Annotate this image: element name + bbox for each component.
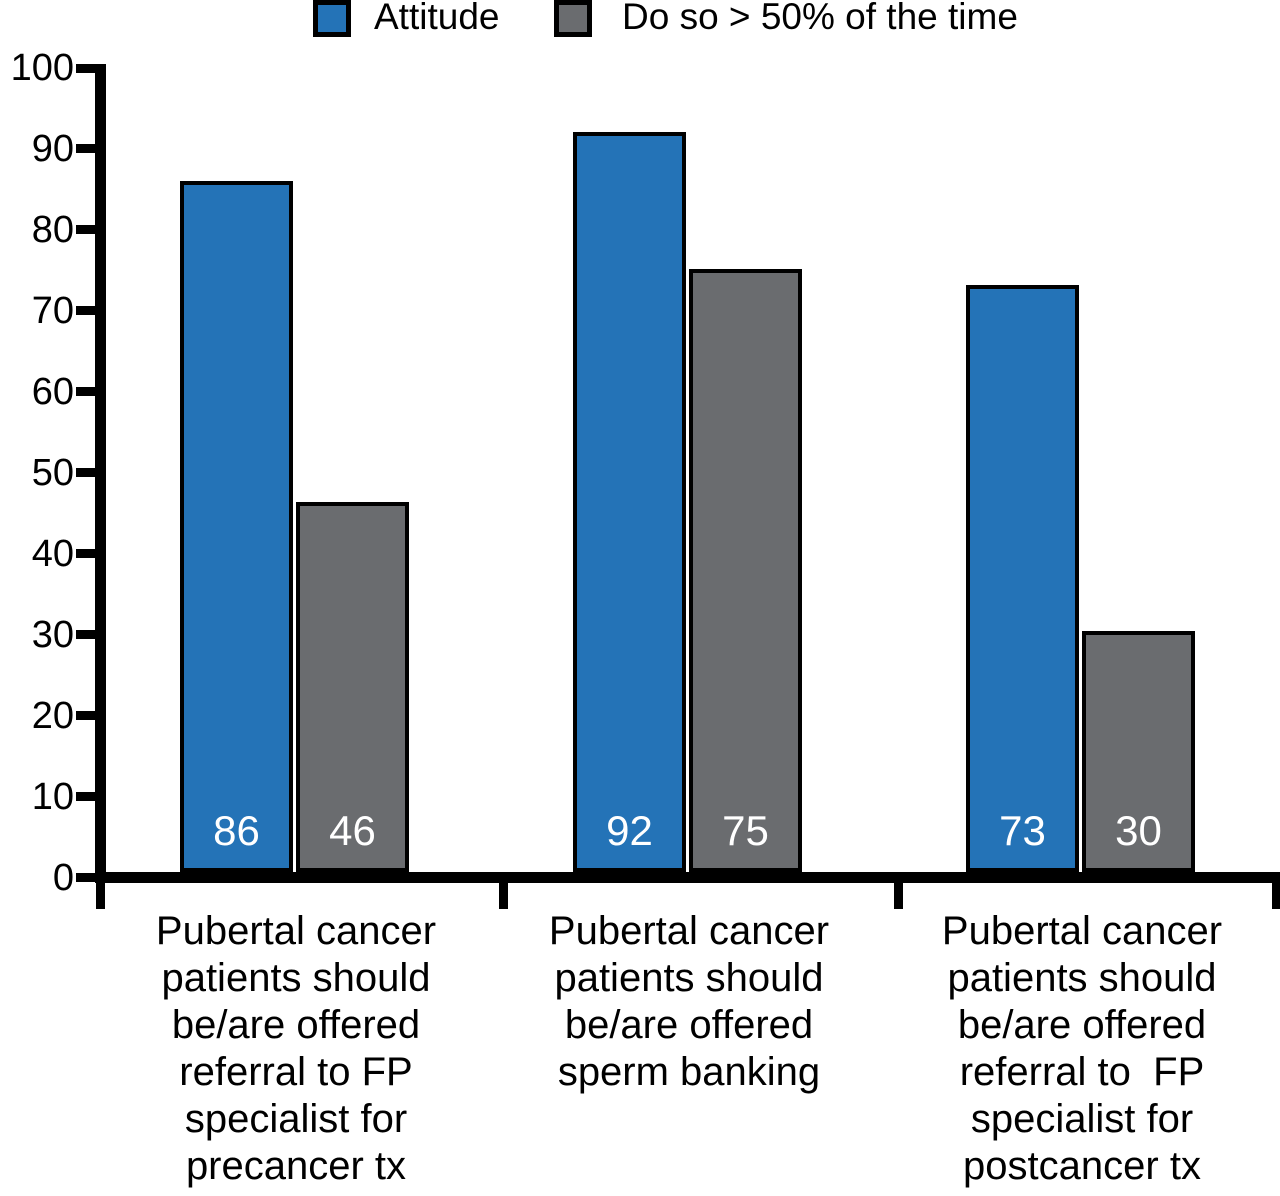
y-axis-tick xyxy=(76,873,106,882)
x-axis-tick xyxy=(95,872,105,909)
y-axis-tick xyxy=(76,630,106,640)
y-axis-tick-label: 80 xyxy=(31,208,74,251)
y-axis-tick xyxy=(76,63,106,73)
x-axis-tick xyxy=(893,872,903,909)
x-axis-tick xyxy=(1271,872,1280,909)
y-axis-tick xyxy=(76,711,106,721)
legend-swatch-do-so xyxy=(554,0,592,37)
y-axis-tick xyxy=(76,306,106,316)
chart-legend: Attitude Do so > 50% of the time xyxy=(0,0,1280,44)
x-axis-line xyxy=(95,872,1280,883)
bar-do-so-group2: 75 xyxy=(689,269,802,872)
bar-value-label: 75 xyxy=(722,807,769,854)
x-category-label: Pubertal cancer patients should be/are o… xyxy=(155,909,437,1188)
y-axis-tick-label: 40 xyxy=(31,532,74,575)
x-axis-tick xyxy=(498,872,508,909)
x-category-label: Pubertal cancer patients should be/are o… xyxy=(548,909,830,1094)
bar-value-label: 92 xyxy=(606,807,653,854)
y-axis-tick-label: 50 xyxy=(31,451,74,494)
y-axis-tick xyxy=(76,549,106,559)
y-axis-tick xyxy=(76,144,106,154)
y-axis-tick xyxy=(76,792,106,802)
y-axis-tick-label: 10 xyxy=(31,775,74,818)
bar-attitude-group1: 86 xyxy=(180,181,293,872)
y-axis-tick-label: 60 xyxy=(31,370,74,413)
bar-value-label: 46 xyxy=(329,807,376,854)
x-category-label: Pubertal cancer patients should be/are o… xyxy=(941,909,1223,1188)
legend-label-do-so: Do so > 50% of the time xyxy=(622,0,1018,37)
bar-attitude-group2: 92 xyxy=(573,132,686,872)
bar-value-label: 86 xyxy=(213,807,260,854)
bar-attitude-group3: 73 xyxy=(966,285,1079,872)
legend-swatch-attitude xyxy=(313,0,351,37)
legend-label-attitude: Attitude xyxy=(374,0,500,37)
y-axis-tick xyxy=(76,225,106,235)
y-axis-tick-label: 100 xyxy=(10,47,74,89)
y-axis-tick-label: 0 xyxy=(52,856,74,899)
y-axis-tick-label: 90 xyxy=(31,127,74,170)
bar-do-so-group1: 46 xyxy=(296,502,409,872)
y-axis-tick xyxy=(76,387,106,397)
bar-value-label: 30 xyxy=(1115,807,1162,854)
y-axis-tick-label: 20 xyxy=(31,694,74,737)
y-axis-tick xyxy=(76,468,106,478)
y-axis-tick-label: 30 xyxy=(31,613,74,656)
bar-value-label: 73 xyxy=(999,807,1046,854)
bar-do-so-group3: 30 xyxy=(1082,631,1195,872)
y-axis-tick-label: 70 xyxy=(31,289,74,332)
